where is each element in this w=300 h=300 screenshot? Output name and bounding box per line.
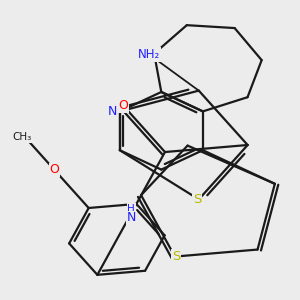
Text: N: N [127,212,136,224]
Text: NH₂: NH₂ [138,48,160,61]
Text: O: O [118,99,128,112]
Text: O: O [50,164,59,176]
Text: H: H [127,204,135,214]
Text: N: N [108,105,117,118]
Text: CH₃: CH₃ [13,132,32,142]
Text: S: S [172,250,181,263]
Text: S: S [193,193,202,206]
